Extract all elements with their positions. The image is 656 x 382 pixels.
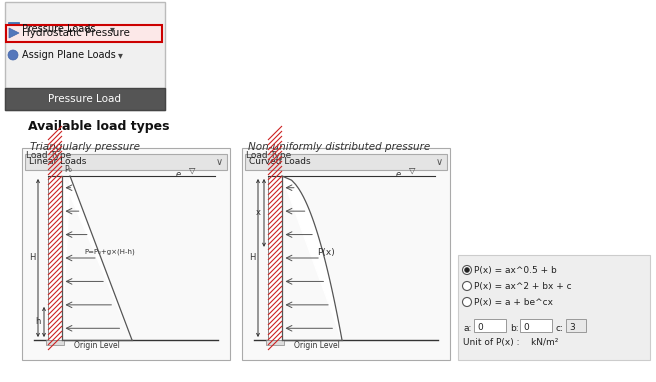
Text: H: H — [249, 254, 255, 262]
Bar — [6, 25, 162, 42]
Bar — [458, 255, 650, 360]
Text: 3: 3 — [569, 323, 575, 332]
Text: P(x) = ax^2 + bx + c: P(x) = ax^2 + bx + c — [474, 282, 571, 291]
Text: 0: 0 — [477, 323, 483, 332]
Text: h: h — [35, 317, 41, 327]
Text: Triangularly pressure: Triangularly pressure — [30, 142, 140, 152]
Bar — [46, 340, 64, 345]
Polygon shape — [9, 28, 19, 38]
Text: Non-uniformly distributed pressure: Non-uniformly distributed pressure — [248, 142, 430, 152]
Text: Available load types: Available load types — [28, 120, 169, 133]
Text: Origin Level: Origin Level — [294, 341, 340, 350]
Text: x: x — [256, 209, 261, 217]
Text: a:: a: — [463, 324, 472, 333]
Circle shape — [462, 298, 472, 306]
Bar — [520, 319, 552, 332]
Text: Linear Loads: Linear Loads — [29, 157, 87, 166]
Text: Pressure Load: Pressure Load — [49, 94, 121, 104]
Bar — [25, 154, 227, 170]
Text: c:: c: — [556, 324, 564, 333]
Circle shape — [464, 267, 470, 272]
Text: ▽: ▽ — [189, 166, 195, 175]
Text: e: e — [396, 170, 401, 179]
Text: ∨: ∨ — [216, 157, 223, 167]
Bar — [22, 148, 230, 360]
Bar — [5, 88, 165, 110]
Circle shape — [462, 282, 472, 290]
Text: Load Type: Load Type — [26, 151, 72, 160]
Circle shape — [8, 50, 18, 60]
Text: Unit of P(x) :    kN/m²: Unit of P(x) : kN/m² — [463, 338, 558, 347]
Polygon shape — [62, 176, 132, 340]
Text: Origin Level: Origin Level — [74, 341, 120, 350]
Bar — [48, 176, 62, 340]
Bar — [8, 22, 19, 32]
Bar — [242, 148, 450, 360]
Text: H: H — [29, 254, 35, 262]
Bar — [245, 154, 447, 170]
Bar — [5, 2, 165, 110]
Bar — [566, 319, 586, 332]
Text: ▾: ▾ — [118, 50, 123, 60]
Text: 0: 0 — [523, 323, 529, 332]
Text: ▾: ▾ — [110, 24, 115, 34]
Bar — [474, 319, 506, 332]
Text: Curved Loads: Curved Loads — [249, 157, 311, 166]
Text: Assign Plane Loads: Assign Plane Loads — [22, 50, 115, 60]
Text: ▽: ▽ — [409, 166, 415, 175]
Text: P(x) = a + be^cx: P(x) = a + be^cx — [474, 298, 553, 307]
Bar — [266, 340, 284, 345]
Text: P(x): P(x) — [317, 249, 335, 257]
Text: P=P₀+g×(H-h): P=P₀+g×(H-h) — [84, 249, 134, 255]
Text: ∨: ∨ — [436, 157, 443, 167]
Text: Pressure Loads: Pressure Loads — [22, 24, 96, 34]
Polygon shape — [282, 176, 342, 340]
Text: e: e — [175, 170, 180, 179]
Text: Hydrostatic Pressure: Hydrostatic Pressure — [22, 28, 130, 38]
Text: P₀: P₀ — [64, 165, 72, 174]
Bar — [268, 176, 282, 340]
Text: b:: b: — [510, 324, 519, 333]
Text: P(x) = ax^0.5 + b: P(x) = ax^0.5 + b — [474, 266, 557, 275]
Text: Load Type: Load Type — [246, 151, 291, 160]
Circle shape — [462, 265, 472, 275]
